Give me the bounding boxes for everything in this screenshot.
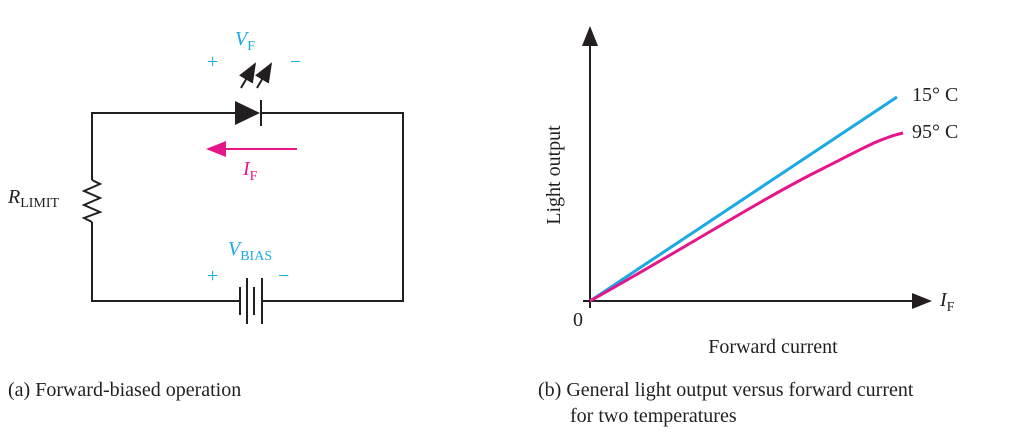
vf-label: VF (235, 28, 255, 54)
resistor (81, 179, 103, 223)
curve-label: 15° C (912, 84, 958, 106)
x-axis-label: Forward current (708, 336, 838, 358)
battery (239, 278, 263, 324)
vbias-label: VBIAS (228, 238, 272, 264)
wire (91, 112, 404, 302)
light-arrow (239, 62, 257, 89)
if-label: IF (242, 158, 258, 184)
curve-label: 95° C (912, 121, 958, 143)
circuit: VF + − IF RLIMIT VBIAS + − (a) Forward-b… (7, 28, 404, 401)
caption: (a) Forward-biased operation (8, 379, 241, 401)
minus: − (278, 265, 289, 287)
light-arrow (255, 62, 273, 89)
caption: (b) General light output versus forward … (538, 379, 914, 401)
plus: + (207, 51, 218, 73)
minus: − (290, 51, 301, 73)
x-axis-symbol: IF (939, 289, 955, 315)
graph: Light output Forward current 0 IF (b) Ge… (538, 26, 958, 427)
caption: for two temperatures (570, 405, 737, 427)
y-axis-label: Light output (543, 125, 565, 225)
curve (589, 95, 898, 303)
curve (589, 131, 904, 303)
origin-label: 0 (573, 309, 583, 331)
diode (235, 101, 260, 125)
r-label: RLIMIT (7, 186, 60, 211)
plus: + (207, 265, 218, 287)
